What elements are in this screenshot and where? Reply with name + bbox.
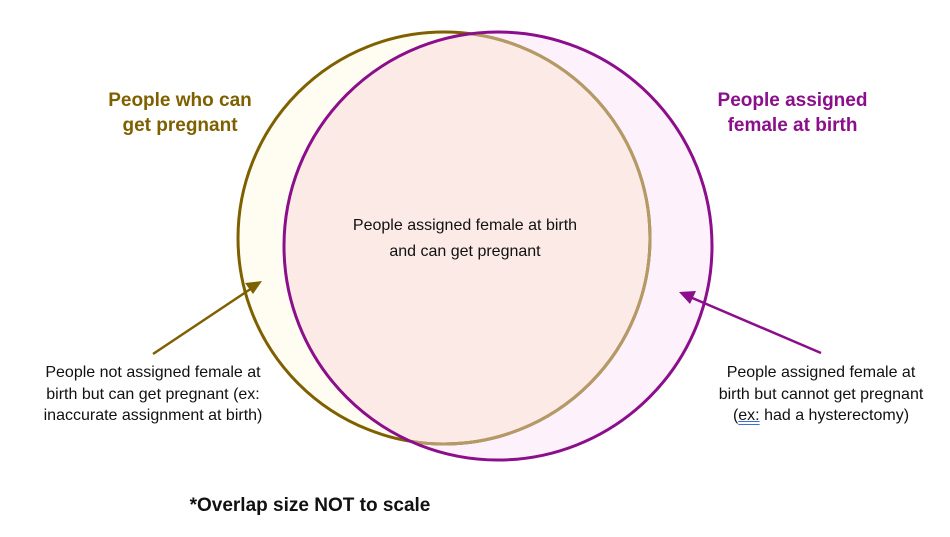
intersection-region [284,32,650,444]
only-a-note-line2: birth but can get pregnant (ex: [46,385,260,403]
intersection-label: People assigned female at birth and can … [300,213,630,264]
only-b-note-line3: (ex: had a hysterectomy) [690,405,950,427]
only-b-note-rest: had a hysterectomy) [759,407,910,425]
set-b-label-line2: female at birth [727,115,858,137]
right-arrow-head [679,291,696,304]
set-a-label: People who can get pregnant [70,88,290,138]
left-arrow-head [245,281,262,294]
intersection-label-line2: and can get pregnant [389,242,541,260]
only-b-note-prefix: ( [732,407,739,425]
set-b-label-line1: People assigned [717,90,868,111]
left-arrow-line [152,286,253,356]
set-b-circle-outline [282,30,714,462]
intersection-label-line1: People assigned female at birth [352,217,578,234]
set-a-label-line2: get pregnant [122,115,238,137]
only-b-note-line1: People assigned female at [726,364,916,381]
only-a-note-line1: People not assigned female at [45,364,261,381]
only-a-note-line3: inaccurate assignment at birth) [43,407,263,425]
right-arrow-line [689,295,822,355]
set-a-label-line1: People who can [108,90,252,111]
only-b-note: People assigned female at birth but cann… [690,362,950,427]
set-b-label: People assigned female at birth [680,88,905,138]
set-a-circle-inner-outline [284,32,652,446]
only-a-note: People not assigned female at birth but … [8,362,298,427]
only-b-note-line2: birth but cannot get pregnant [718,385,924,403]
only-b-note-ex: ex: [738,407,760,425]
footnote: *Overlap size NOT to scale [189,495,431,516]
